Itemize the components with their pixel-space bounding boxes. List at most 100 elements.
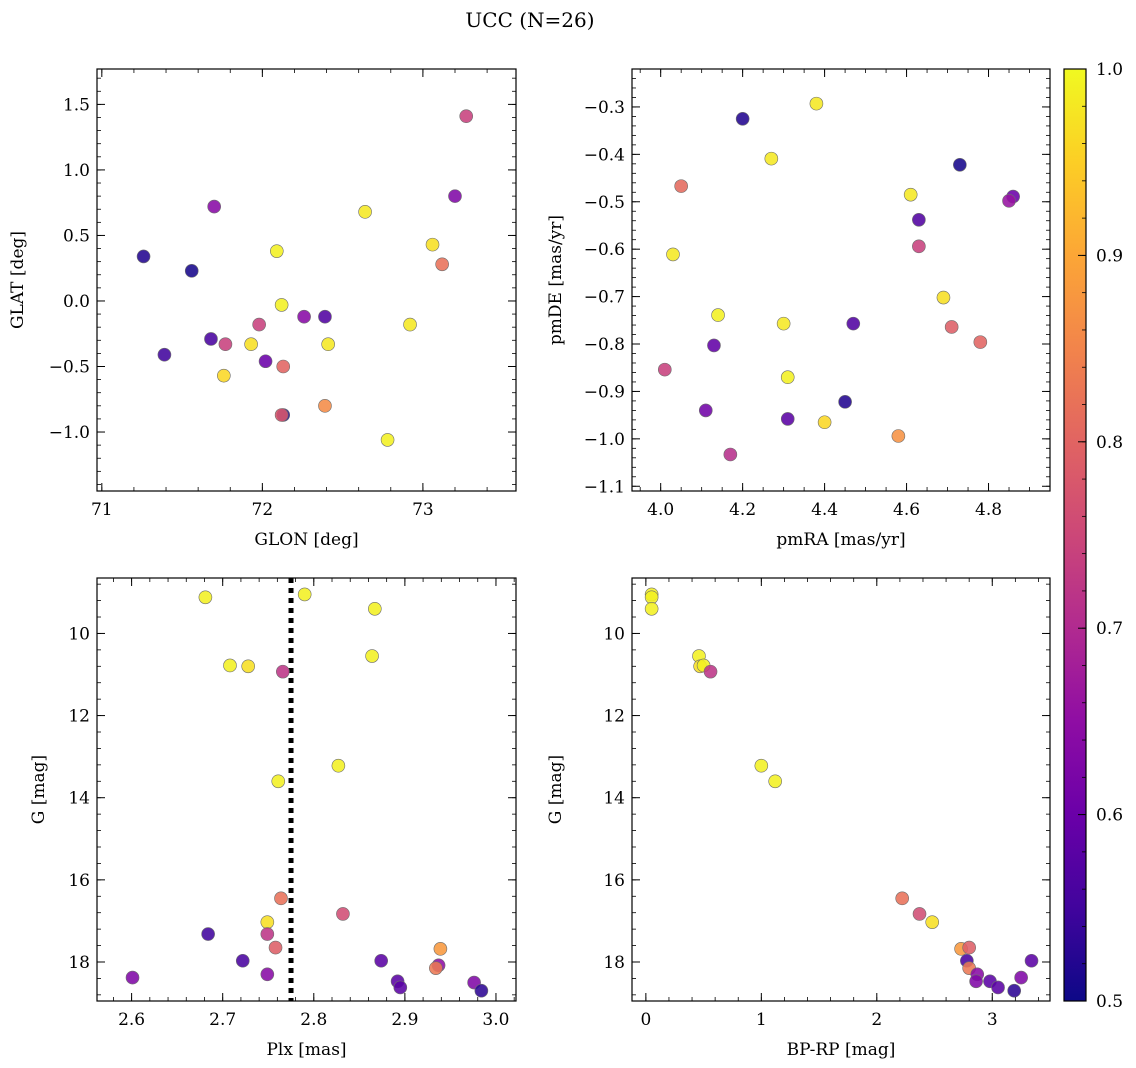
y-tick-label: −0.5 [49, 357, 90, 377]
x-tick-label: 2.6 [118, 1010, 145, 1030]
x-tick-label: 2 [871, 1010, 882, 1030]
data-point [274, 298, 289, 312]
y-tick-label: 14 [68, 789, 90, 809]
y-axis-label: GLAT [deg] [8, 231, 28, 329]
data-point [991, 980, 1005, 995]
data-point [776, 316, 791, 331]
y-tick-label: −0.5 [584, 193, 625, 213]
data-point [912, 239, 926, 254]
data-point [657, 362, 672, 377]
data-point [218, 337, 233, 352]
y-axis-label: pmDE [mas/yr] [546, 215, 566, 345]
x-tick-label: 3.0 [482, 1010, 509, 1030]
axes-frame [96, 577, 517, 1002]
data-point [459, 109, 474, 123]
x-tick-label: 72 [252, 500, 274, 520]
x-axis-label: pmRA [mas/yr] [776, 530, 905, 550]
data-point [201, 927, 215, 941]
data-point [780, 412, 795, 426]
data-point [895, 891, 909, 906]
x-tick-label: 4.0 [647, 500, 674, 520]
y-tick-label: 10 [603, 624, 625, 644]
x-tick-label: 71 [91, 500, 113, 520]
x-axis-label: BP-RP [mag] [787, 1040, 896, 1060]
data-point [912, 907, 927, 921]
data-point [768, 774, 782, 789]
y-tick-label: 16 [603, 871, 625, 891]
x-tick-label: 0 [640, 1010, 651, 1030]
figure-title: UCC (N=26) [465, 8, 594, 32]
data-point [817, 415, 832, 430]
data-point [198, 590, 213, 605]
x-tick-label: 1 [756, 1010, 767, 1030]
data-point [1007, 983, 1022, 998]
y-tick-label: −1.0 [584, 430, 625, 450]
data-point [184, 264, 199, 278]
data-point [674, 179, 688, 193]
y-tick-label: −0.8 [584, 335, 625, 355]
data-point [157, 347, 172, 362]
data-point [962, 940, 976, 955]
y-tick-label: −0.4 [584, 145, 625, 165]
data-point [435, 257, 449, 272]
y-tick-label: 1.0 [63, 161, 90, 181]
data-point [260, 927, 275, 941]
data-point [723, 447, 738, 462]
data-point [969, 974, 983, 989]
data-point [274, 891, 288, 906]
colorbar-tick-label: 0.8 [1096, 433, 1123, 453]
panel-top-left: 71 72 73 −1.0 −0.5 0.0 0.5 1.0 1.5 GLON [deg] GLAT… [8, 68, 517, 550]
data-point [1024, 953, 1039, 968]
x-tick-label: 2.7 [209, 1010, 236, 1030]
data-point [644, 602, 659, 616]
colorbar-tick-label: 1.0 [1096, 60, 1123, 80]
data-point [953, 157, 967, 172]
axes-frame [631, 577, 1051, 1002]
colorbar-frame [1063, 68, 1087, 1002]
data-point [380, 433, 395, 447]
data-point [276, 664, 290, 679]
y-tick-label: −0.9 [584, 382, 625, 402]
axes-frame [96, 68, 517, 492]
data-point [666, 247, 680, 262]
y-tick-label: 12 [68, 707, 90, 727]
data-point [936, 290, 951, 305]
data-point [244, 337, 258, 352]
y-tick-label: 0.0 [63, 292, 90, 312]
y-tick-label: −0.7 [584, 288, 625, 308]
data-point [448, 189, 462, 203]
data-point [1014, 970, 1028, 985]
x-axis-label: GLON [deg] [254, 530, 358, 550]
x-axis-label: Plx [mas] [266, 1040, 346, 1060]
y-axis-label: G [mag] [546, 755, 566, 824]
data-point [136, 249, 151, 264]
y-tick-label: 18 [68, 953, 90, 973]
x-tick-label: 2.9 [391, 1010, 418, 1030]
data-point [393, 980, 408, 995]
data-point [270, 244, 284, 258]
data-point [331, 758, 346, 773]
data-point [268, 940, 283, 955]
data-point [258, 354, 273, 369]
data-point [973, 335, 988, 349]
data-point [912, 212, 926, 227]
data-point [217, 368, 231, 383]
x-tick-label: 3 [987, 1010, 998, 1030]
y-axis-label: G [mag] [29, 755, 49, 824]
data-point [809, 96, 824, 111]
x-tick-label: 2.8 [300, 1010, 327, 1030]
data-point [318, 399, 332, 413]
colorbar-tick-label: 0.6 [1096, 806, 1123, 826]
panel-top-right: 4.0 4.2 4.4 4.6 4.8 −1.1 −1.0 −0.9 −0.8 −0.7 −0.6 −… [546, 68, 1051, 550]
data-point [235, 953, 250, 968]
data-point [735, 111, 750, 126]
colorbar-tick-label: 0.7 [1096, 619, 1123, 639]
y-tick-label: −0.6 [584, 240, 625, 260]
data-point [925, 915, 940, 929]
y-tick-label: 14 [603, 789, 625, 809]
data-point [318, 309, 332, 324]
y-tick-label: 10 [68, 624, 90, 644]
data-point [644, 590, 659, 605]
x-tick-label: 4.6 [893, 500, 920, 520]
